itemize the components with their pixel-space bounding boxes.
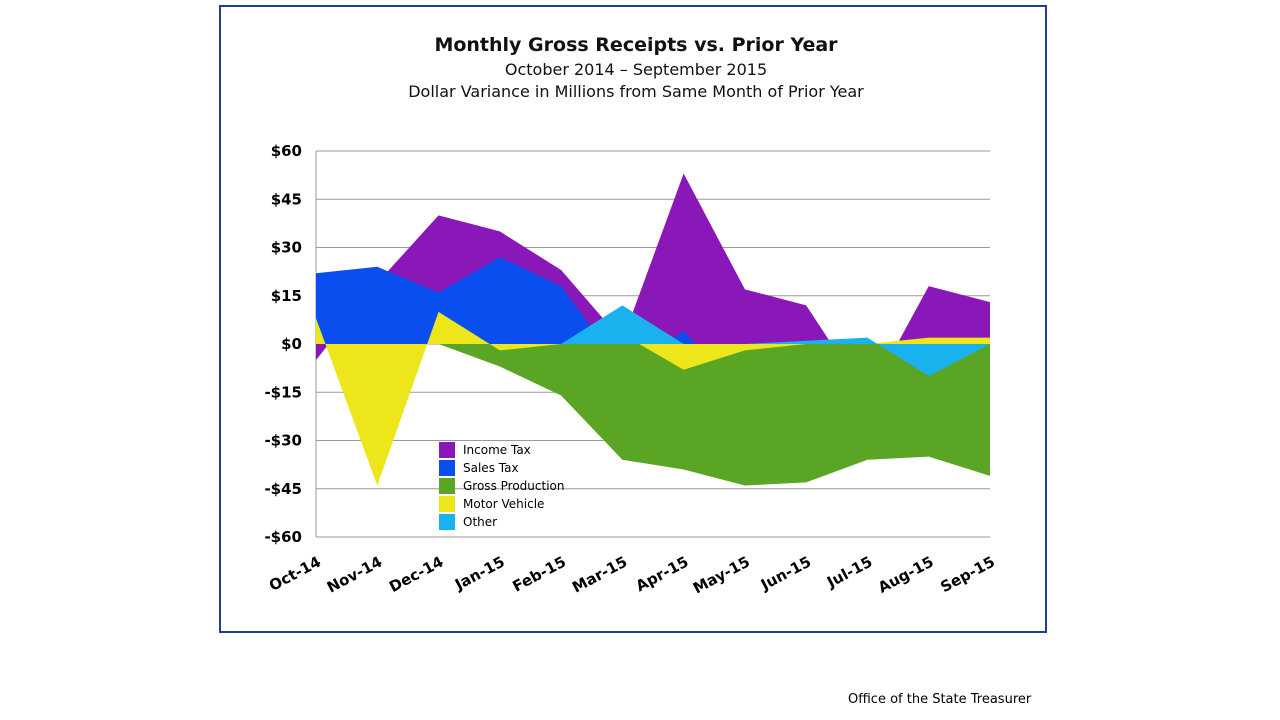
x-tick-label: Jun-15: [757, 553, 814, 595]
x-tick-label: Feb-15: [510, 553, 569, 596]
series-area-other: [316, 305, 990, 377]
y-tick-label: $0: [281, 335, 302, 353]
series-area-sales-tax: [316, 257, 990, 422]
series-area-motor-vehicle: [316, 311, 990, 486]
legend-label: Gross Production: [463, 479, 564, 493]
footer-credit: Office of the State Treasurer: [848, 692, 1032, 707]
y-tick-label: $15: [271, 287, 302, 305]
y-tick-label: -$45: [264, 480, 302, 498]
chart-title: Monthly Gross Receipts vs. Prior Year: [434, 34, 838, 56]
legend-swatch: [439, 460, 455, 476]
x-tick-label: Oct-14: [266, 553, 324, 595]
series-area-gross-production: [316, 344, 990, 486]
area-layer: [316, 173, 990, 486]
chart-subtitle: October 2014 – September 2015: [505, 60, 767, 79]
chart-subtitle-2: Dollar Variance in Millions from Same Mo…: [408, 82, 864, 101]
y-tick-label: $30: [271, 239, 302, 257]
legend-label: Income Tax: [463, 443, 531, 457]
x-tick-label: May-15: [690, 553, 753, 598]
legend-swatch: [439, 514, 455, 530]
y-tick-label: -$30: [264, 432, 302, 450]
chart-svg: Monthly Gross Receipts vs. Prior Year Oc…: [264, 34, 997, 598]
x-tick-label: Sep-15: [937, 553, 997, 597]
legend: Income Tax Sales Tax Gross Production Motor…: [439, 442, 564, 530]
x-tick-label: Apr-15: [633, 553, 692, 596]
legend-swatch: [439, 496, 455, 512]
x-tick-label: Nov-14: [324, 553, 385, 597]
x-tick-label: Aug-15: [875, 553, 937, 597]
x-tick-label: Dec-14: [386, 553, 446, 596]
chart-frame: Monthly Gross Receipts vs. Prior Year Oc…: [219, 5, 1047, 633]
legend-label: Sales Tax: [463, 461, 519, 475]
y-tick-label: -$60: [264, 528, 302, 546]
legend-swatch: [439, 478, 455, 494]
legend-swatch: [439, 442, 455, 458]
y-tick-label: $45: [271, 190, 302, 208]
y-tick-label: $60: [271, 142, 302, 160]
y-tick-label: -$15: [264, 383, 302, 401]
x-tick-label: Jan-15: [451, 553, 508, 594]
legend-label: Other: [463, 515, 497, 529]
legend-label: Motor Vehicle: [463, 497, 544, 511]
x-tick-label: Jul-15: [823, 553, 875, 592]
x-tick-label: Mar-15: [569, 553, 630, 597]
